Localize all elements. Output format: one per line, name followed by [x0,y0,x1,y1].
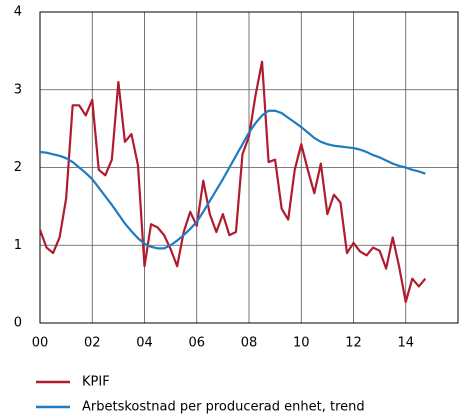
x-tick-label: 00 [32,336,49,351]
series-line [38,60,427,304]
legend-label: Arbetskostnad per producerad enhet, tren… [82,400,365,415]
y-tick-label: 3 [14,82,22,97]
legend-label: KPIF [82,375,110,390]
x-tick-label: 04 [136,336,153,351]
series-line [39,109,426,250]
y-tick-label: 1 [14,238,22,253]
x-tick-label: 02 [84,336,101,351]
y-tick-label: 0 [14,316,22,331]
x-tick-label: 08 [241,336,258,351]
x-tick-label: 14 [397,336,414,351]
plot-frame [39,11,459,324]
x-tick-label: 10 [293,336,310,351]
y-tick-label: 2 [14,160,22,175]
y-tick-label: 4 [14,5,22,20]
x-tick-label: 12 [345,336,362,351]
x-tick-label: 06 [188,336,205,351]
